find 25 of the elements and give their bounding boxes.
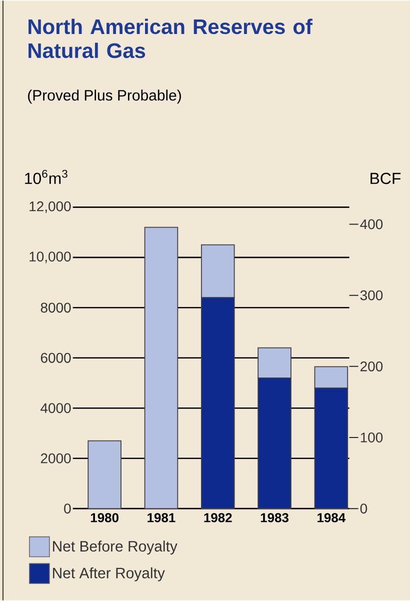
y-tick-label: 8000	[40, 302, 71, 313]
chart-subtitle: (Proved Plus Probable)	[28, 90, 181, 104]
y2-tick-label: 400	[360, 219, 383, 230]
x-tick-label: 1981	[148, 513, 176, 522]
y2-tick-label: 300	[360, 290, 383, 300]
y-tick-label: 12,000	[30, 201, 71, 213]
legend-label: Net Before Royalty	[52, 540, 178, 555]
y-tick-label: 10,000	[30, 252, 71, 264]
y-tick-label: 2000	[40, 453, 71, 464]
y2-axis-title: BCF	[370, 172, 400, 184]
y-tick-label: 6000	[40, 352, 71, 363]
y-tick-label: 0	[64, 504, 71, 514]
y2-tick-label: 0	[360, 504, 367, 514]
bar	[144, 226, 178, 510]
x-tick-label: 1983	[260, 513, 288, 522]
y-axis-title: 10$^{6}$m$^{3}$	[24, 170, 68, 184]
x-tick-label: 1980	[90, 513, 118, 522]
x-tick-label: 1984	[317, 513, 346, 522]
bar	[88, 440, 122, 510]
y2-tick-label: 200	[360, 361, 383, 372]
x-tick-label: 1982	[204, 513, 232, 522]
y2-tick-label: 100	[360, 432, 383, 442]
y-tick-label: 4000	[40, 403, 71, 414]
chart-title: North American Reserves of Natural Gas	[28, 18, 312, 58]
legend-label: Net After Royalty	[52, 567, 165, 582]
